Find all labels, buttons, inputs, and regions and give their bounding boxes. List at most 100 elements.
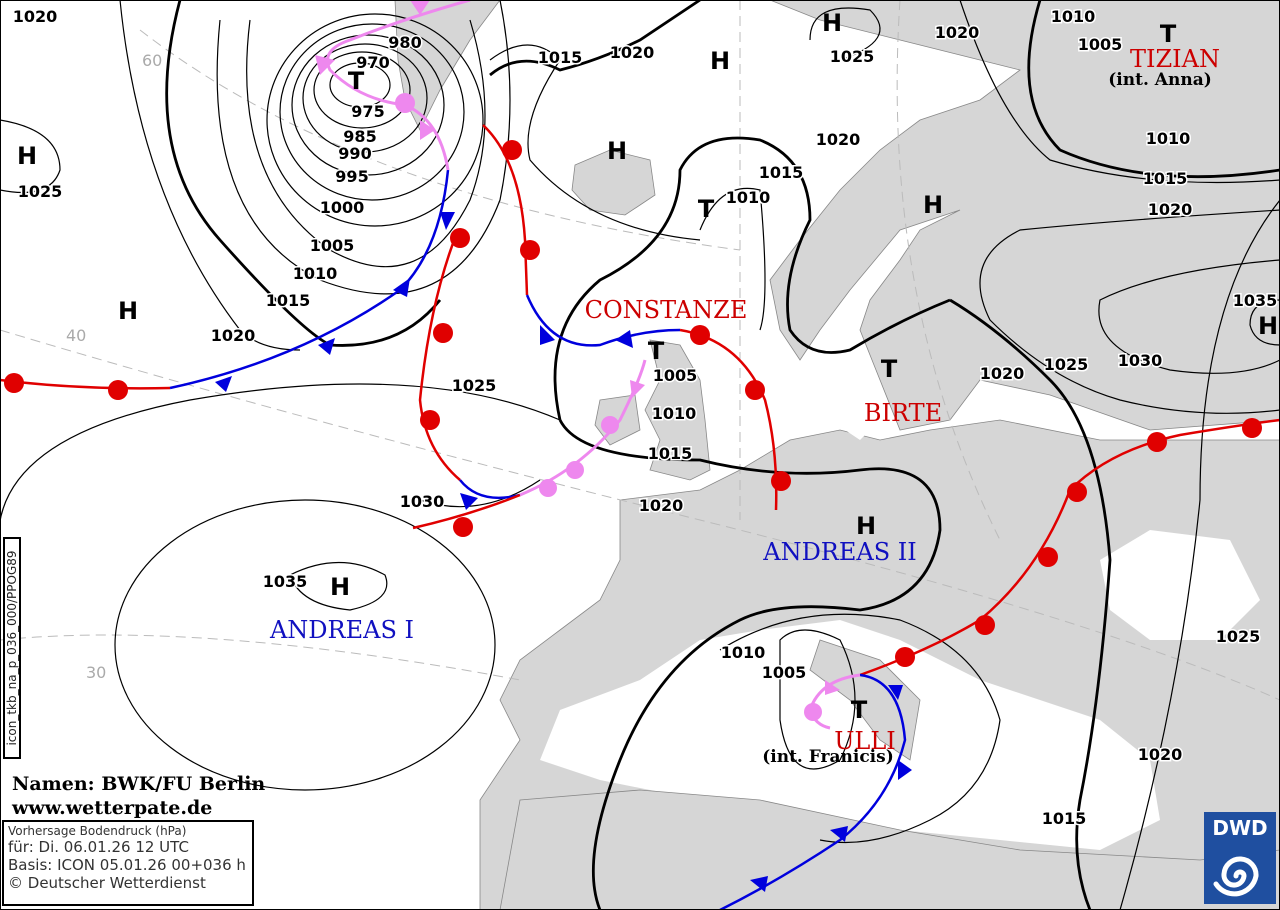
isobar-label: 995 <box>335 167 368 186</box>
isobar-label: 1035 <box>263 572 308 591</box>
cold-front-atlantic <box>169 169 450 390</box>
name-ulli-int: (int. Franicis) <box>762 747 894 767</box>
name-tizian-int: (int. Anna) <box>1108 70 1212 90</box>
high-symbol: H <box>1258 312 1278 340</box>
isobar-label: 1010 <box>1051 7 1096 26</box>
isobar-label: 1020 <box>1148 200 1193 219</box>
product-code-box: icon_tkb_na_p_036_000/PPOG89 <box>3 537 21 759</box>
isobar-label: 1020 <box>1138 745 1183 764</box>
isobar-label: 1020 <box>211 326 256 345</box>
product-code: icon_tkb_na_p_036_000/PPOG89 <box>5 550 19 746</box>
italy <box>809 639 921 761</box>
isobar-labels: 1020 980 970 975 985 990 995 1000 1005 1… <box>11 6 1279 830</box>
isobar-label: 1030 <box>1118 351 1163 370</box>
isobar-label: 990 <box>338 144 371 163</box>
system-names: TIZIAN (int. Anna) CONSTANZE BIRTE ANDRE… <box>269 45 1220 767</box>
info-valid-time: für: Di. 06.01.26 12 UTC <box>8 838 189 856</box>
isobar-label: 1015 <box>266 291 311 310</box>
high-symbol: H <box>923 191 943 219</box>
isobar-label: 1025 <box>452 376 497 395</box>
isobar-label: 1025 <box>18 182 63 201</box>
isobar-label: 1020 <box>610 43 655 62</box>
info-title: Vorhersage Bodendruck (hPa) <box>8 824 187 838</box>
isobar-label: 1015 <box>648 444 693 463</box>
graticule: 40 30 60 <box>0 0 1280 701</box>
low-symbol: T <box>881 355 898 383</box>
isobar-label: 1015 <box>1143 169 1188 188</box>
isobar-label: 1010 <box>1146 129 1191 148</box>
black-sea <box>1100 530 1260 640</box>
grid-label-40: 40 <box>66 326 86 345</box>
grid-label-60: 60 <box>142 51 162 70</box>
credit: Namen: BWK/FU Berlin www.wetterpate.de <box>12 772 265 820</box>
low-symbol: T <box>1160 20 1177 48</box>
name-tizian: TIZIAN <box>1130 45 1220 73</box>
baltic-sea <box>830 400 880 440</box>
isobar-label: 1025 <box>1044 355 1089 374</box>
isobar-label: 1030 <box>400 492 445 511</box>
great-britain <box>644 339 711 481</box>
isobar-label: 1015 <box>538 48 583 67</box>
high-symbol: H <box>710 47 730 75</box>
spiral-icon <box>1213 856 1259 897</box>
isobar-label: 1010 <box>726 188 771 207</box>
high-symbol: H <box>330 573 350 601</box>
name-birte: BIRTE <box>864 399 942 427</box>
cold-front-italy <box>719 673 907 910</box>
low-symbol: T <box>698 195 715 223</box>
isobar-label: 1035 <box>1233 291 1278 310</box>
credit-names: Namen: BWK/FU Berlin <box>12 773 266 795</box>
high-symbol: H <box>17 142 37 170</box>
name-ulli: ULLI <box>834 727 896 755</box>
dwd-logo: DWD <box>1204 812 1276 904</box>
isobar-label: 1020 <box>816 130 861 149</box>
warm-front-atlantic <box>0 378 171 390</box>
isobar-label: 1010 <box>652 404 697 423</box>
low-symbol: T <box>851 696 868 724</box>
isobar-label: 1025 <box>1216 627 1261 646</box>
land-masses <box>394 0 1280 910</box>
cold-front-mid <box>459 479 521 500</box>
warm-front-mid <box>418 229 461 481</box>
isobar-label: 1005 <box>653 366 698 385</box>
name-andreas-i: ANDREAS I <box>269 616 414 644</box>
info-basis: Basis: ICON 05.01.26 00+036 h <box>8 856 246 874</box>
isobar-label: 1010 <box>293 264 338 283</box>
low-symbol: T <box>648 337 665 365</box>
isobar-label: 1020 <box>935 23 980 42</box>
isobar-label: 985 <box>343 127 376 146</box>
warm-front-south <box>412 493 521 530</box>
ireland <box>594 394 641 446</box>
dwd-logo-text: DWD <box>1212 816 1268 840</box>
isobar-label: 1015 <box>1042 809 1087 828</box>
north-africa <box>499 789 1280 910</box>
credit-website: www.wetterpate.de <box>12 797 213 819</box>
high-symbol: H <box>118 297 138 325</box>
pressure-centres: H H H H H H H H H T T T T T T <box>17 9 1278 724</box>
cold-front-uk <box>525 294 681 347</box>
isobar-label: 970 <box>356 53 389 72</box>
warm-front-north2 <box>482 124 529 296</box>
isobar-label: 1010 <box>721 643 766 662</box>
name-andreas-ii: ANDREAS II <box>762 538 917 566</box>
isobar-label: 980 <box>388 33 421 52</box>
iceland <box>571 149 656 216</box>
isobar-label: 1020 <box>980 364 1025 383</box>
isobar-label: 1005 <box>1078 35 1123 54</box>
isobar-label: 1025 <box>830 47 875 66</box>
isobar-label: 1000 <box>320 198 365 217</box>
info-copyright: © Deutscher Wetterdienst <box>8 874 206 892</box>
isobar-label: 1005 <box>762 663 807 682</box>
isobar-label: 975 <box>351 102 384 121</box>
high-symbol: H <box>822 9 842 37</box>
isobar-label: 1020 <box>13 7 58 26</box>
isobar-label: 1005 <box>310 236 355 255</box>
name-constanze: CONSTANZE <box>585 296 748 324</box>
low-symbol: T <box>348 67 365 95</box>
high-symbol: H <box>607 137 627 165</box>
forecast-info-box: Vorhersage Bodendruck (hPa) für: Di. 06.… <box>2 820 254 906</box>
